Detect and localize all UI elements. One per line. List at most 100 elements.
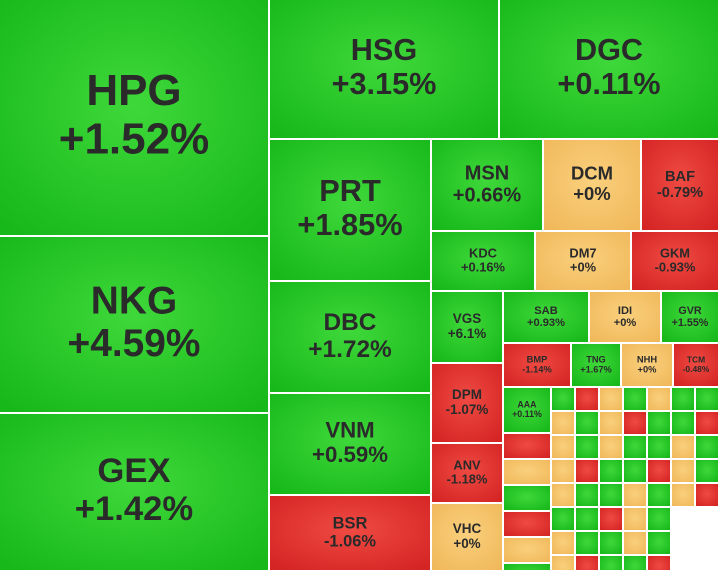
small-tile xyxy=(624,388,646,410)
small-tile xyxy=(672,412,694,434)
small-tile xyxy=(672,460,694,482)
ticker: DBC xyxy=(324,309,377,336)
ticker: DM7 xyxy=(569,245,596,260)
ticker: BAF xyxy=(665,169,695,185)
small-tile xyxy=(504,538,550,562)
change: -1.14% xyxy=(522,365,552,375)
change: +0.66% xyxy=(453,184,522,206)
small-tile xyxy=(672,436,694,458)
small-tile xyxy=(552,460,574,482)
small-tile xyxy=(696,388,718,410)
change: +1.72% xyxy=(308,336,392,363)
change: +6.1% xyxy=(448,326,487,341)
change: +0% xyxy=(638,365,658,375)
small-tile xyxy=(600,460,622,482)
small-tile xyxy=(696,484,718,506)
small-tile xyxy=(696,412,718,434)
ticker: NKG xyxy=(91,279,177,322)
small-tile xyxy=(648,412,670,434)
small-tile xyxy=(696,460,718,482)
tile xyxy=(622,344,672,386)
small-tile xyxy=(648,556,670,570)
change: +3.15% xyxy=(332,67,437,101)
ticker: IDI xyxy=(618,305,632,317)
small-tile xyxy=(648,436,670,458)
ticker: DPM xyxy=(452,387,482,402)
change: +0.59% xyxy=(312,442,388,467)
small-tile xyxy=(576,532,598,554)
small-tile xyxy=(648,532,670,554)
tile xyxy=(504,344,570,386)
tile xyxy=(0,0,268,235)
ticker: SAB xyxy=(534,305,557,317)
tile xyxy=(662,292,718,342)
change: +0% xyxy=(573,183,610,204)
small-tile xyxy=(600,484,622,506)
tile xyxy=(544,140,640,230)
ticker: AAA xyxy=(517,399,537,409)
small-tile xyxy=(624,532,646,554)
small-tile xyxy=(600,412,622,434)
small-tile xyxy=(672,484,694,506)
small-tile xyxy=(576,460,598,482)
small-tile xyxy=(504,564,550,570)
change: -0.93% xyxy=(655,259,696,274)
ticker: TCM xyxy=(687,355,705,365)
small-tile xyxy=(552,508,574,530)
small-tile xyxy=(624,556,646,570)
ticker: GEX xyxy=(97,452,170,490)
small-tile xyxy=(624,436,646,458)
tile xyxy=(270,282,430,392)
ticker: VHC xyxy=(453,521,482,536)
change: +1.67% xyxy=(580,365,612,375)
change: -1.06% xyxy=(324,532,376,550)
tile xyxy=(432,140,542,230)
ticker: HSG xyxy=(351,33,417,67)
change: +1.55% xyxy=(672,317,709,329)
small-tile xyxy=(648,388,670,410)
change: +1.42% xyxy=(75,490,194,528)
tile xyxy=(432,444,502,502)
ticker: TNG xyxy=(586,354,605,364)
ticker: GKM xyxy=(660,245,690,260)
tile xyxy=(0,414,268,570)
small-tile xyxy=(624,412,646,434)
tile xyxy=(504,388,550,432)
small-tile xyxy=(552,388,574,410)
ticker: MSN xyxy=(465,162,509,184)
small-tile xyxy=(552,436,574,458)
small-tile xyxy=(672,388,694,410)
small-tile xyxy=(600,556,622,570)
tile xyxy=(432,232,534,290)
ticker: VGS xyxy=(453,311,481,326)
tile xyxy=(590,292,660,342)
tile xyxy=(572,344,620,386)
change: +0% xyxy=(614,317,637,329)
small-tile xyxy=(624,508,646,530)
small-tile xyxy=(576,484,598,506)
small-tile xyxy=(696,436,718,458)
small-tile xyxy=(552,556,574,570)
ticker: NHH xyxy=(637,354,657,364)
small-tile xyxy=(576,556,598,570)
tile xyxy=(500,0,718,138)
change: -1.07% xyxy=(446,402,489,417)
small-tile xyxy=(624,484,646,506)
tile xyxy=(674,344,718,386)
change: +1.85% xyxy=(297,207,402,242)
change: +0.11% xyxy=(557,67,660,101)
small-tile xyxy=(552,412,574,434)
tile xyxy=(432,364,502,442)
change: +0.11% xyxy=(512,409,542,419)
small-tile xyxy=(600,508,622,530)
tile xyxy=(270,496,430,570)
small-tile xyxy=(504,434,550,458)
tile xyxy=(536,232,630,290)
small-tile xyxy=(504,486,550,510)
small-tile xyxy=(576,412,598,434)
ticker: HPG xyxy=(86,66,181,115)
small-tile xyxy=(624,460,646,482)
small-tile xyxy=(600,388,622,410)
